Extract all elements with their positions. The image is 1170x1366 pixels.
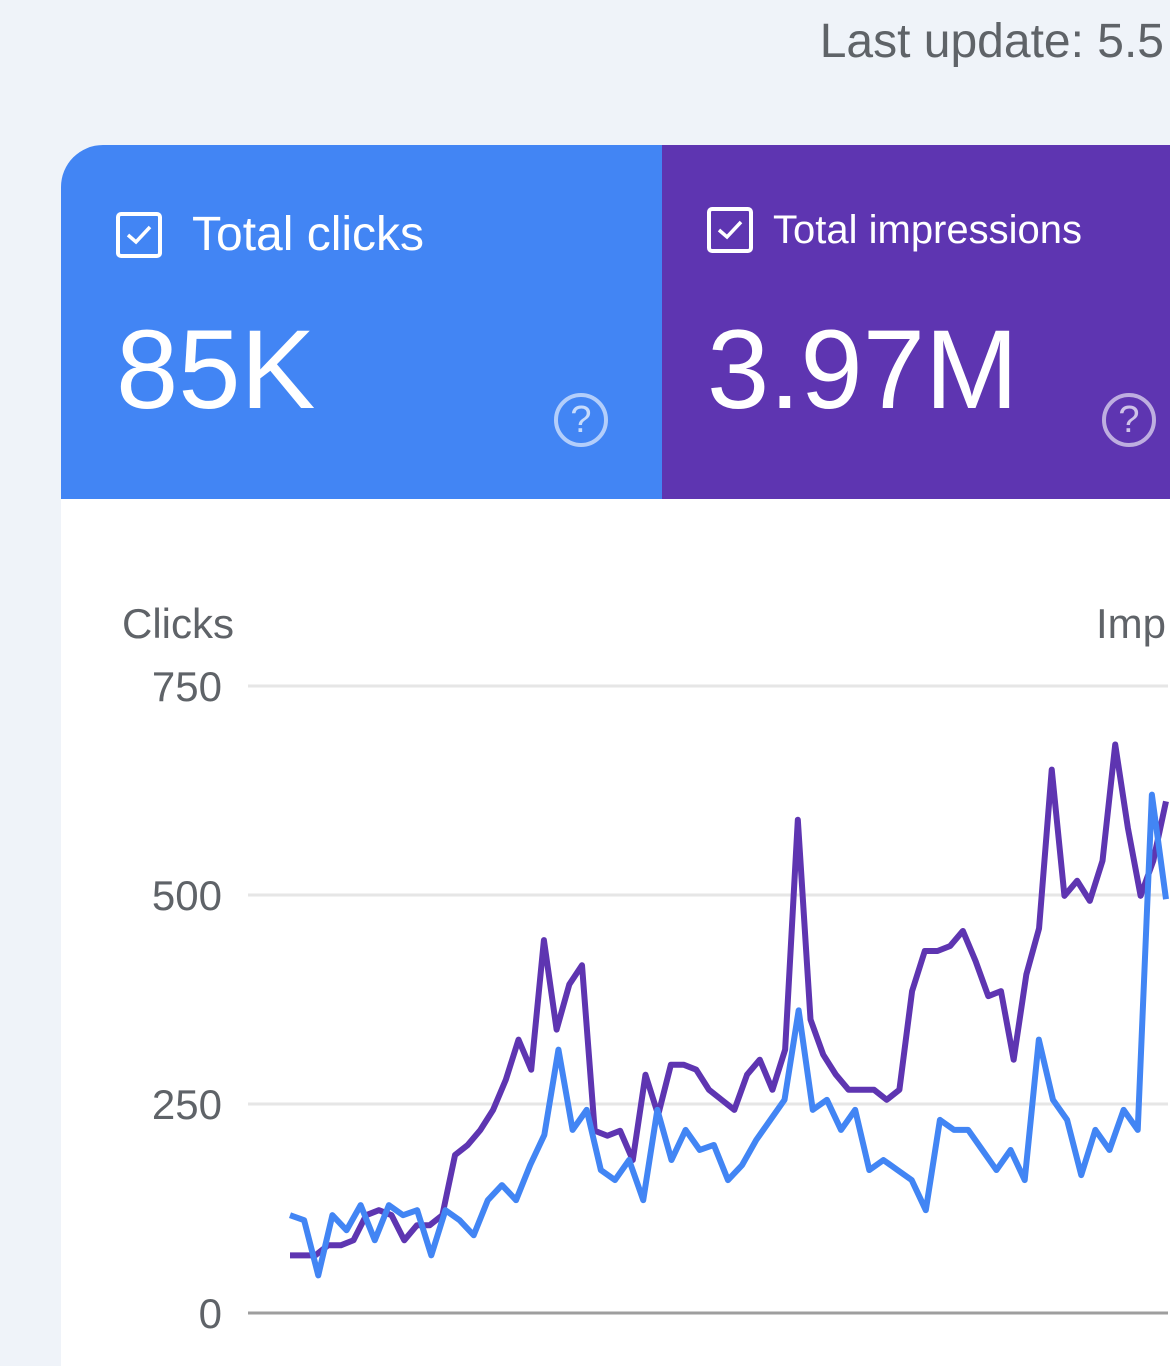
metric-value: 85K — [116, 307, 316, 432]
y-axis-title-left: Clicks — [122, 600, 234, 647]
metric-label: Total clicks — [192, 208, 425, 261]
last-update-text: Last update: 5.5 — [819, 15, 1164, 68]
y-tick-label: 750 — [152, 663, 222, 710]
help-icon[interactable]: ? — [554, 393, 608, 447]
series-line-clicks — [288, 791, 1169, 1279]
metric-label: Total impressions — [773, 207, 1083, 252]
checkbox-checked-icon[interactable] — [707, 207, 753, 253]
total-impressions-tile[interactable]: Total impressions 3.97M ? — [662, 145, 1170, 499]
help-icon[interactable]: ? — [1102, 393, 1156, 447]
checkbox-checked-icon[interactable] — [116, 211, 162, 258]
metric-value: 3.97M — [707, 307, 1019, 432]
total-clicks-tile[interactable]: Total clicks 85K ? — [61, 145, 662, 499]
y-tick-label: 0 — [199, 1290, 222, 1337]
y-axis-title-right: Imp — [1095, 600, 1166, 647]
series-line-impressions — [290, 741, 1169, 1259]
y-tick-label: 500 — [152, 872, 222, 919]
performance-card: Total clicks 85K ? Total impressions 3.9… — [61, 145, 1170, 1366]
y-tick-label: 250 — [152, 1081, 222, 1128]
